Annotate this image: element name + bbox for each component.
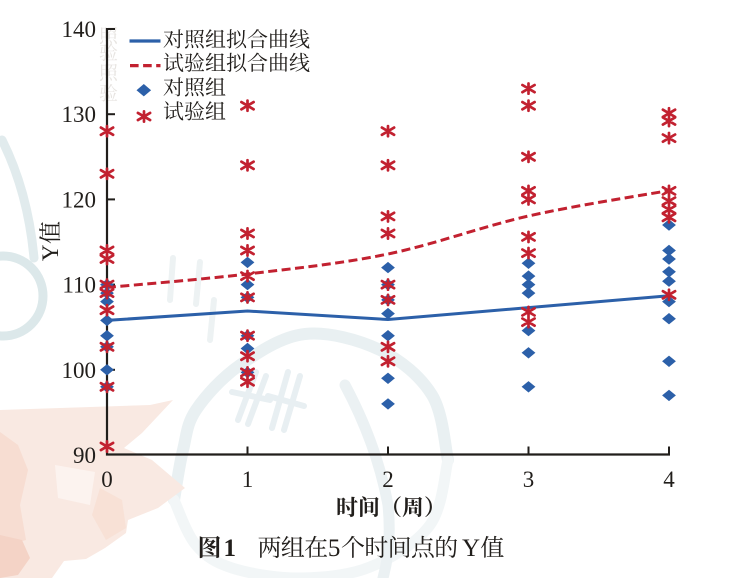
svg-text:Y: Y (462, 535, 480, 562)
svg-text:1: 1 (242, 467, 254, 492)
svg-text:110: 110 (62, 273, 96, 298)
svg-text:140: 140 (62, 17, 97, 42)
svg-text:Y: Y (38, 244, 63, 261)
svg-text:100: 100 (62, 358, 97, 383)
svg-text:5: 5 (328, 535, 341, 562)
svg-text:1: 1 (224, 535, 237, 562)
svg-text:0: 0 (101, 467, 113, 492)
svg-text:2: 2 (382, 467, 394, 492)
svg-text:4: 4 (663, 467, 675, 492)
svg-text:90: 90 (73, 443, 96, 468)
svg-text:3: 3 (523, 467, 535, 492)
svg-text:120: 120 (62, 187, 97, 212)
svg-text:130: 130 (62, 102, 97, 127)
